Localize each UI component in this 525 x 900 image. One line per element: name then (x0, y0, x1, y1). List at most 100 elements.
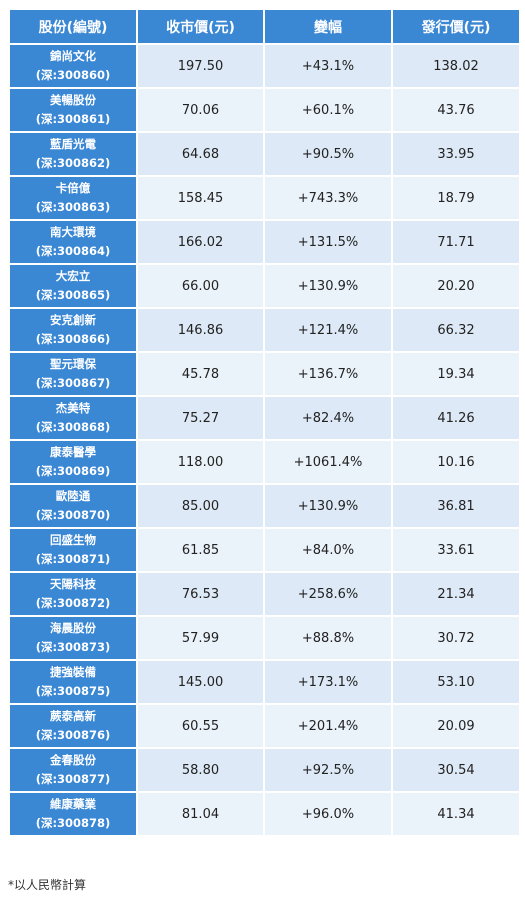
close-price-cell: 85.00 (138, 485, 263, 527)
stock-code: (深:300877) (35, 772, 111, 786)
change-cell: +131.5% (265, 221, 391, 263)
stock-name-cell: 藍盾光電 (深:300862) (10, 133, 136, 175)
issue-price-cell: 36.81 (393, 485, 519, 527)
issue-price-cell: 41.34 (393, 793, 519, 835)
stock-name-cell: 杰美特 (深:300868) (10, 397, 136, 439)
header-close-price: 收市價(元) (138, 10, 263, 43)
stock-name: 蕨泰高新 (50, 709, 96, 723)
stock-code: (深:300861) (35, 112, 111, 126)
stock-code: (深:300860) (35, 68, 111, 82)
issue-price-cell: 33.61 (393, 529, 519, 571)
table-body: 錦尚文化 (深:300860) 197.50 +43.1% 138.02 美暢股份 (深:3… (10, 45, 519, 835)
header-issue-price: 發行價(元) (393, 10, 519, 43)
header-stock: 股份(編號) (10, 10, 136, 43)
close-price-cell: 81.04 (138, 793, 263, 835)
stock-name: 聖元環保 (50, 357, 96, 371)
table-row: 美暢股份 (深:300861) 70.06 +60.1% 43.76 (10, 89, 519, 131)
stock-code: (深:300876) (35, 728, 111, 742)
stock-code: (深:300867) (35, 376, 111, 390)
stock-code: (深:300873) (35, 640, 111, 654)
stock-name: 錦尚文化 (50, 49, 96, 63)
stock-name-cell: 回盛生物 (深:300871) (10, 529, 136, 571)
table-row: 捷強裝備 (深:300875) 145.00 +173.1% 53.10 (10, 661, 519, 703)
stock-code: (深:300869) (35, 464, 111, 478)
table-row: 卡倍億 (深:300863) 158.45 +743.3% 18.79 (10, 177, 519, 219)
change-cell: +201.4% (265, 705, 391, 747)
stock-code: (深:300864) (35, 244, 111, 258)
change-cell: +121.4% (265, 309, 391, 351)
table-row: 天陽科技 (深:300872) 76.53 +258.6% 21.34 (10, 573, 519, 615)
table-row: 回盛生物 (深:300871) 61.85 +84.0% 33.61 (10, 529, 519, 571)
close-price-cell: 66.00 (138, 265, 263, 307)
stock-name-cell: 南大環境 (深:300864) (10, 221, 136, 263)
table-row: 歐陸通 (深:300870) 85.00 +130.9% 36.81 (10, 485, 519, 527)
stock-name: 金春股份 (50, 753, 96, 767)
stock-code: (深:300865) (35, 288, 111, 302)
stock-name: 安克創新 (50, 313, 96, 327)
stock-code: (深:300868) (35, 420, 111, 434)
stock-code: (深:300863) (35, 200, 111, 214)
stock-name-cell: 安克創新 (深:300866) (10, 309, 136, 351)
issue-price-cell: 66.32 (393, 309, 519, 351)
table-row: 金春股份 (深:300877) 58.80 +92.5% 30.54 (10, 749, 519, 791)
table-row: 南大環境 (深:300864) 166.02 +131.5% 71.71 (10, 221, 519, 263)
issue-price-cell: 30.72 (393, 617, 519, 659)
close-price-cell: 197.50 (138, 45, 263, 87)
stock-code: (深:300872) (35, 596, 111, 610)
change-cell: +90.5% (265, 133, 391, 175)
stock-table: 股份(編號) 收市價(元) 變幅 發行價(元) 錦尚文化 (深:300860) 19… (8, 8, 521, 837)
change-cell: +743.3% (265, 177, 391, 219)
table-row: 安克創新 (深:300866) 146.86 +121.4% 66.32 (10, 309, 519, 351)
issue-price-cell: 30.54 (393, 749, 519, 791)
table-row: 大宏立 (深:300865) 66.00 +130.9% 20.20 (10, 265, 519, 307)
close-price-cell: 60.55 (138, 705, 263, 747)
issue-price-cell: 20.09 (393, 705, 519, 747)
stock-name-cell: 蕨泰高新 (深:300876) (10, 705, 136, 747)
change-cell: +92.5% (265, 749, 391, 791)
stock-name: 藍盾光電 (50, 137, 96, 151)
stock-name: 海晨股份 (50, 621, 96, 635)
stock-name: 維康藥業 (50, 797, 96, 811)
stock-name-cell: 捷強裝備 (深:300875) (10, 661, 136, 703)
table-row: 錦尚文化 (深:300860) 197.50 +43.1% 138.02 (10, 45, 519, 87)
change-cell: +88.8% (265, 617, 391, 659)
table-header-row: 股份(編號) 收市價(元) 變幅 發行價(元) (10, 10, 519, 43)
change-cell: +84.0% (265, 529, 391, 571)
change-cell: +60.1% (265, 89, 391, 131)
close-price-cell: 70.06 (138, 89, 263, 131)
stock-name-cell: 康泰醫學 (深:300869) (10, 441, 136, 483)
close-price-cell: 76.53 (138, 573, 263, 615)
close-price-cell: 64.68 (138, 133, 263, 175)
stock-name: 捷強裝備 (50, 665, 96, 679)
change-cell: +82.4% (265, 397, 391, 439)
stock-name-cell: 美暢股份 (深:300861) (10, 89, 136, 131)
table-row: 蕨泰高新 (深:300876) 60.55 +201.4% 20.09 (10, 705, 519, 747)
change-cell: +130.9% (265, 265, 391, 307)
stock-code: (深:300875) (35, 684, 111, 698)
close-price-cell: 166.02 (138, 221, 263, 263)
stock-name: 康泰醫學 (50, 445, 96, 459)
close-price-cell: 61.85 (138, 529, 263, 571)
stock-name: 卡倍億 (55, 181, 91, 195)
issue-price-cell: 33.95 (393, 133, 519, 175)
close-price-cell: 145.00 (138, 661, 263, 703)
stock-name: 美暢股份 (50, 93, 96, 107)
stock-code: (深:300878) (35, 816, 111, 830)
stock-name: 杰美特 (55, 401, 91, 415)
close-price-cell: 58.80 (138, 749, 263, 791)
close-price-cell: 146.86 (138, 309, 263, 351)
table-row: 杰美特 (深:300868) 75.27 +82.4% 41.26 (10, 397, 519, 439)
issue-price-cell: 138.02 (393, 45, 519, 87)
close-price-cell: 45.78 (138, 353, 263, 395)
stock-name-cell: 大宏立 (深:300865) (10, 265, 136, 307)
stock-code: (深:300870) (35, 508, 111, 522)
issue-price-cell: 71.71 (393, 221, 519, 263)
stock-name-cell: 歐陸通 (深:300870) (10, 485, 136, 527)
stock-name-cell: 維康藥業 (深:300878) (10, 793, 136, 835)
stock-name-cell: 聖元環保 (深:300867) (10, 353, 136, 395)
issue-price-cell: 21.34 (393, 573, 519, 615)
issue-price-cell: 19.34 (393, 353, 519, 395)
table-row: 藍盾光電 (深:300862) 64.68 +90.5% 33.95 (10, 133, 519, 175)
issue-price-cell: 53.10 (393, 661, 519, 703)
issue-price-cell: 43.76 (393, 89, 519, 131)
